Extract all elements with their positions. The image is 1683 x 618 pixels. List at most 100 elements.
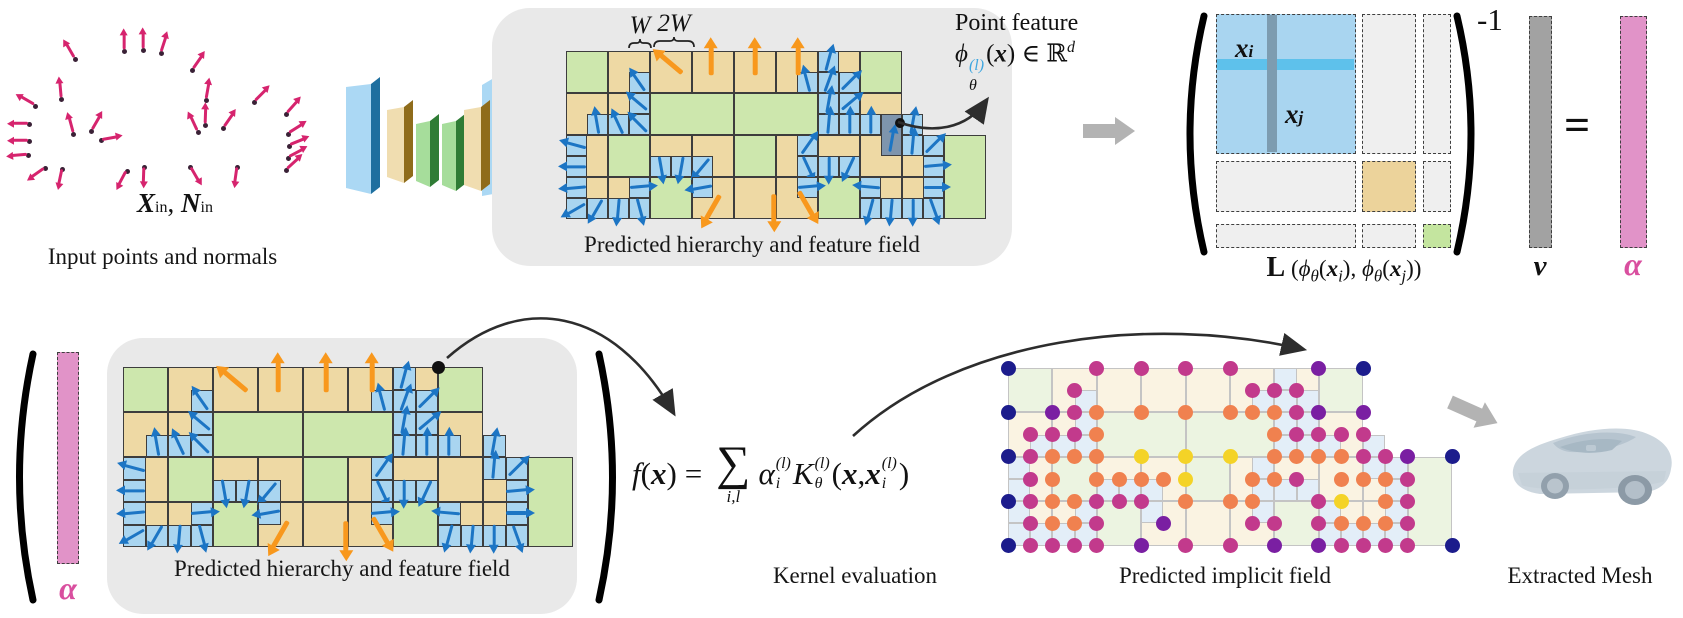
point-feature-title: Point feature [955,10,1079,36]
v-label: v [1533,250,1547,282]
feature-arrow-icon [923,185,944,189]
normal-arrow-icon [57,169,64,185]
implicit-value-dot [1133,449,1149,465]
normal-arrow-icon [67,117,74,133]
implicit-value-dot [1400,493,1416,509]
grid-cell [650,93,734,135]
input-point [286,143,292,149]
implicit-value-dot [1444,538,1460,554]
implicit-value-dot [1311,515,1327,531]
matrix-block-Kll-green [1423,224,1451,248]
math-N: N [181,188,201,218]
car-mesh [1512,428,1672,505]
input-point [32,103,38,109]
orange-arrow-icon [771,194,777,223]
normal-arrow-icon [222,113,234,127]
implicit-value-dot [1244,515,1260,531]
feature-arrow-icon [566,164,587,168]
implicit-value-dot [1355,449,1371,465]
hierarchy-grid-bottom [123,360,573,552]
implicit-value-dot [1377,449,1393,465]
implicit-value-dot [1311,538,1327,554]
grid-cell [438,367,483,412]
implicit-value-dot [1000,449,1016,465]
grid-cell [1008,368,1053,413]
implicit-value-dot [1067,449,1083,465]
implicit-value-dot [1222,493,1238,509]
matrix-block-Kii: xi xj [1216,14,1356,154]
normal-arrow-icon [58,81,63,97]
normal-arrow-icon [118,171,128,186]
grid-cell [438,457,483,502]
implicit-value-dot [1311,449,1327,465]
math-N-sub: in [200,199,213,216]
unet-icon [340,70,510,205]
orange-arrow-icon [795,46,801,75]
implicit-value-dot [1022,449,1038,465]
input-point [285,155,291,161]
normal-arrow-icon [141,32,145,48]
implicit-value-dot [1355,427,1371,443]
feature-arrow-icon [868,114,873,135]
implicit-value-dot [1222,404,1238,420]
implicit-value-dot [1133,493,1149,509]
grid-cell [213,502,258,547]
implicit-value-dot [1000,360,1016,376]
implicit-value-dot [1266,538,1282,554]
input-point [203,97,209,103]
implicit-value-dot [1266,427,1282,443]
w2-label: 2W [657,10,691,37]
implicit-value-dot [1244,471,1260,487]
feature-arrow-icon [826,156,831,177]
implicit-value-dot [1289,382,1305,398]
implicit-value-dot [1089,538,1105,554]
alpha-label-bottom: α [59,570,77,606]
math-x: x [994,39,1007,67]
implicit-value-dot [1089,360,1105,376]
hierarchy-grid-top [566,46,986,223]
caption-implicit: Predicted implicit field [1118,563,1332,588]
grid-cell [734,177,776,219]
implicit-value-dot [1355,404,1371,420]
feature-arrow-icon [492,524,496,547]
w-label: W [629,12,651,39]
comma: , [167,188,181,218]
grid-cell [303,457,348,502]
normal-arrow-icon [254,88,267,102]
normal-arrow-icon [20,95,35,106]
math-phi: ϕ [955,39,968,67]
grid-cell [944,135,986,219]
implicit-value-dot [1000,404,1016,420]
normal-arrow-icon [191,55,203,69]
implicit-value-dot [1222,449,1238,465]
implicit-value-dot [1178,538,1194,554]
normal-arrow-icon [122,33,126,49]
implicit-value-dot [1377,538,1393,554]
implicit-value-dot [1133,404,1149,420]
normal-arrow-icon [11,153,27,158]
input-point [283,167,289,173]
normal-arrow-icon [189,115,199,131]
implicit-value-dot [1067,538,1083,554]
implicit-value-dot [1044,493,1060,509]
matrix-block-gray [1423,161,1451,212]
orange-arrow-icon [343,520,349,552]
orange-arrow-icon [369,362,374,393]
implicit-value-dot [1022,493,1038,509]
implicit-value-dot [1044,515,1060,531]
normal-arrow-icon [288,123,303,134]
alpha-label: α [1624,246,1642,282]
implicit-value-dot [1178,360,1194,376]
feature-arrow-icon [847,114,852,135]
normal-arrow-icon [102,135,118,141]
implicit-value-dot [1377,493,1393,509]
implicit-value-dot [1067,382,1083,398]
input-point [25,152,31,158]
input-label: Xin, Nin [85,188,265,219]
input-point [58,96,64,102]
implicit-value-dot [1178,493,1194,509]
grid-cell [213,412,303,457]
implicit-value-dot [1333,515,1349,531]
input-point [195,129,201,135]
matrix-row-stripe [1217,59,1354,70]
